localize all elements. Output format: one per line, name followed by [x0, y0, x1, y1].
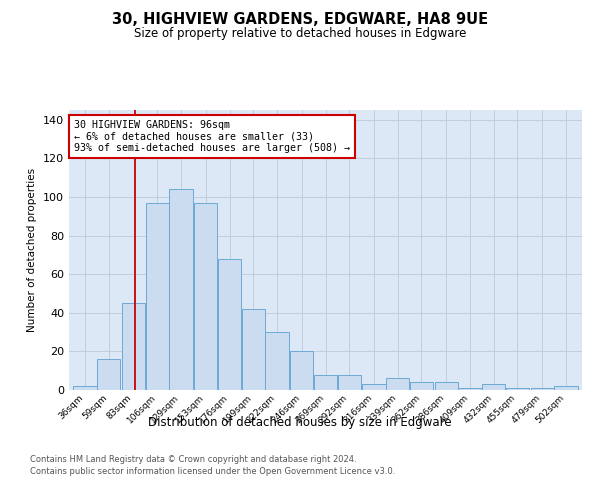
Bar [290, 352, 313, 390]
Bar [314, 374, 337, 390]
Bar [338, 374, 361, 390]
Bar [122, 303, 145, 390]
Bar [386, 378, 409, 390]
Bar [242, 309, 265, 390]
Bar [530, 388, 554, 390]
Bar [265, 332, 289, 390]
Bar [218, 258, 241, 390]
Y-axis label: Number of detached properties: Number of detached properties [28, 168, 37, 332]
Bar [194, 202, 217, 390]
Text: Distribution of detached houses by size in Edgware: Distribution of detached houses by size … [148, 416, 452, 429]
Bar [73, 386, 97, 390]
Text: 30 HIGHVIEW GARDENS: 96sqm
← 6% of detached houses are smaller (33)
93% of semi-: 30 HIGHVIEW GARDENS: 96sqm ← 6% of detac… [74, 120, 350, 153]
Text: Contains public sector information licensed under the Open Government Licence v3: Contains public sector information licen… [30, 467, 395, 476]
Bar [97, 359, 121, 390]
Bar [169, 189, 193, 390]
Bar [458, 388, 482, 390]
Bar [146, 202, 169, 390]
Bar [482, 384, 505, 390]
Bar [362, 384, 386, 390]
Text: Size of property relative to detached houses in Edgware: Size of property relative to detached ho… [134, 28, 466, 40]
Bar [434, 382, 458, 390]
Bar [410, 382, 433, 390]
Text: 30, HIGHVIEW GARDENS, EDGWARE, HA8 9UE: 30, HIGHVIEW GARDENS, EDGWARE, HA8 9UE [112, 12, 488, 28]
Bar [554, 386, 578, 390]
Text: Contains HM Land Registry data © Crown copyright and database right 2024.: Contains HM Land Registry data © Crown c… [30, 455, 356, 464]
Bar [506, 388, 529, 390]
